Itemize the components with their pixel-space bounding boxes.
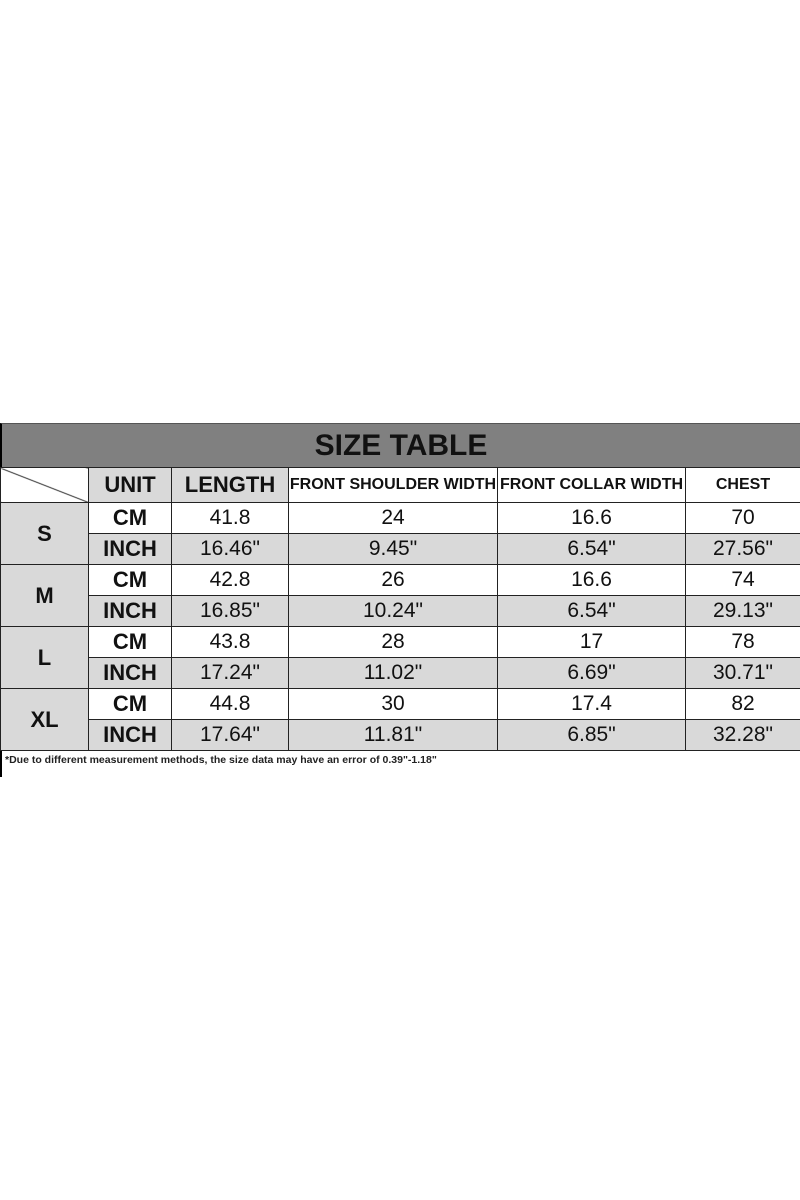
value-cell: 17.64"	[171, 719, 289, 751]
value-cell: 30.71"	[685, 657, 800, 689]
value-cell: 17.24"	[171, 657, 289, 689]
value-cell: 82	[685, 688, 800, 720]
diagonal-corner-cell	[0, 467, 89, 503]
value-cell: 17	[497, 626, 686, 658]
header-front-collar-width: FRONT COLLAR WIDTH	[497, 467, 686, 503]
table-row-s-inch: INCH 16.46" 9.45" 6.54" 27.56"	[1, 533, 800, 565]
value-cell: 16.85"	[171, 595, 289, 627]
value-cell: 10.24"	[288, 595, 498, 627]
unit-cell: INCH	[88, 533, 172, 565]
value-cell: 16.46"	[171, 533, 289, 565]
table-row-xl-cm: XL CM 44.8 30 17.4 82	[0, 688, 800, 751]
value-cell: 32.28"	[685, 719, 800, 751]
table-row-l-cm: L CM 43.8 28 17 78	[0, 626, 800, 689]
value-cell: 44.8	[171, 688, 289, 720]
table-row-m-inch: INCH 16.85" 10.24" 6.54" 29.13"	[1, 595, 800, 627]
unit-cell: INCH	[88, 595, 172, 627]
header-row: UNIT LENGTH FRONT SHOULDER WIDTH FRONT C…	[0, 467, 800, 503]
header-unit: UNIT	[88, 467, 172, 503]
header-length: LENGTH	[171, 467, 289, 503]
value-cell: 70	[685, 502, 800, 534]
size-label: M	[0, 564, 89, 627]
unit-cell: INCH	[88, 719, 172, 751]
size-table: SIZE TABLE UNIT LENGTH FRONT SHOULDER WI…	[0, 423, 800, 777]
value-cell: 6.69"	[497, 657, 686, 689]
value-cell: 26	[288, 564, 498, 596]
value-cell: 9.45"	[288, 533, 498, 565]
size-label: L	[0, 626, 89, 689]
unit-cell: CM	[88, 626, 172, 658]
measurement-note: *Due to different measurement methods, t…	[0, 751, 800, 777]
value-cell: 41.8	[171, 502, 289, 534]
value-cell: 6.54"	[497, 533, 686, 565]
value-cell: 24	[288, 502, 498, 534]
unit-cell: CM	[88, 688, 172, 720]
value-cell: 27.56"	[685, 533, 800, 565]
unit-cell: CM	[88, 564, 172, 596]
table-title: SIZE TABLE	[0, 423, 800, 467]
header-chest: CHEST	[685, 467, 800, 503]
value-cell: 17.4	[497, 688, 686, 720]
value-cell: 74	[685, 564, 800, 596]
value-cell: 16.6	[497, 564, 686, 596]
value-cell: 11.81"	[288, 719, 498, 751]
value-cell: 28	[288, 626, 498, 658]
size-label: S	[0, 502, 89, 565]
value-cell: 6.85"	[497, 719, 686, 751]
value-cell: 43.8	[171, 626, 289, 658]
table-row-l-inch: INCH 17.24" 11.02" 6.69" 30.71"	[1, 657, 800, 689]
value-cell: 16.6	[497, 502, 686, 534]
value-cell: 6.54"	[497, 595, 686, 627]
value-cell: 78	[685, 626, 800, 658]
size-label: XL	[0, 688, 89, 751]
value-cell: 30	[288, 688, 498, 720]
unit-cell: CM	[88, 502, 172, 534]
table-row-s-cm: S CM 41.8 24 16.6 70	[0, 502, 800, 565]
table-row-xl-inch: INCH 17.64" 11.81" 6.85" 32.28"	[1, 719, 800, 751]
header-front-shoulder-width: FRONT SHOULDER WIDTH	[288, 467, 498, 503]
unit-cell: INCH	[88, 657, 172, 689]
table-row-m-cm: M CM 42.8 26 16.6 74	[0, 564, 800, 627]
value-cell: 29.13"	[685, 595, 800, 627]
value-cell: 11.02"	[288, 657, 498, 689]
value-cell: 42.8	[171, 564, 289, 596]
